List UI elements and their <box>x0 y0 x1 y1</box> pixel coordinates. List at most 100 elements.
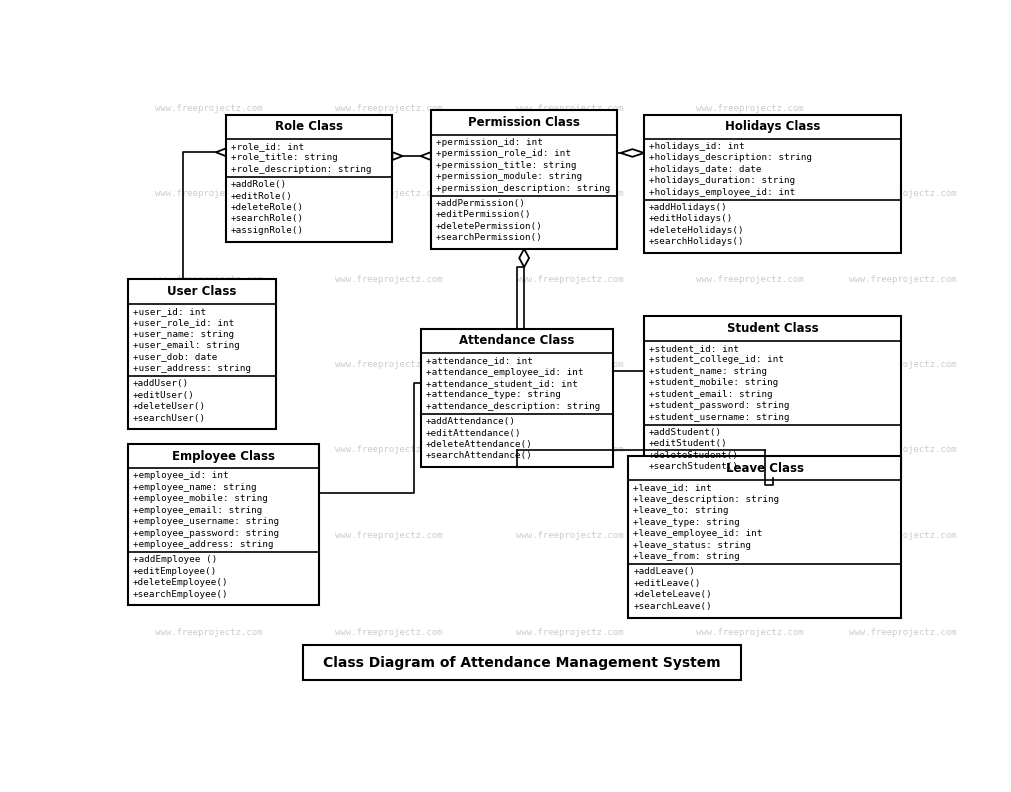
Text: +deletePermission(): +deletePermission() <box>435 222 542 230</box>
Text: +attendance_description: string: +attendance_description: string <box>426 402 600 411</box>
Text: +editPermission(): +editPermission() <box>435 210 531 219</box>
Text: +searchRole(): +searchRole() <box>231 215 303 223</box>
Text: +user_dob: date: +user_dob: date <box>132 352 217 361</box>
Text: +permission_title: string: +permission_title: string <box>435 161 575 169</box>
Text: www.freeprojectz.com: www.freeprojectz.com <box>848 189 955 198</box>
Text: +permission_role_id: int: +permission_role_id: int <box>435 149 570 158</box>
Text: +deleteStudent(): +deleteStudent() <box>648 451 738 459</box>
Text: +user_email: string: +user_email: string <box>132 341 240 350</box>
Text: +searchStudent(): +searchStudent() <box>648 463 738 471</box>
Text: +deleteRole(): +deleteRole() <box>231 203 303 212</box>
Text: +leave_to: string: +leave_to: string <box>633 506 728 516</box>
Text: www.freeprojectz.com: www.freeprojectz.com <box>516 104 623 113</box>
Text: www.freeprojectz.com: www.freeprojectz.com <box>336 360 443 369</box>
Text: +holidays_employee_id: int: +holidays_employee_id: int <box>648 188 795 197</box>
Text: +searchLeave(): +searchLeave() <box>633 602 711 611</box>
Text: www.freeprojectz.com: www.freeprojectz.com <box>516 275 623 284</box>
Text: +leave_type: string: +leave_type: string <box>633 518 739 527</box>
Bar <box>644 115 901 253</box>
Text: www.freeprojectz.com: www.freeprojectz.com <box>848 360 955 369</box>
Text: +editHolidays(): +editHolidays() <box>648 215 733 223</box>
Text: +addPermission(): +addPermission() <box>435 199 525 208</box>
Text: +holidays_description: string: +holidays_description: string <box>648 154 811 162</box>
Text: +searchUser(): +searchUser() <box>132 413 205 422</box>
Text: +holidays_date: date: +holidays_date: date <box>648 165 760 174</box>
Text: +searchHolidays(): +searchHolidays() <box>648 238 744 246</box>
Text: +user_role_id: int: +user_role_id: int <box>132 318 234 327</box>
Text: +role_id: int: +role_id: int <box>231 142 303 151</box>
Bar <box>225 115 392 242</box>
Text: www.freeprojectz.com: www.freeprojectz.com <box>155 531 262 540</box>
Text: +addStudent(): +addStudent() <box>648 428 721 436</box>
Text: +student_username: string: +student_username: string <box>648 413 789 421</box>
Bar <box>128 444 319 605</box>
Text: +permission_id: int: +permission_id: int <box>435 138 542 147</box>
Text: +searchAttendance(): +searchAttendance() <box>426 451 533 460</box>
Text: www.freeprojectz.com: www.freeprojectz.com <box>336 275 443 284</box>
Text: +role_description: string: +role_description: string <box>231 165 371 174</box>
Text: +user_address: string: +user_address: string <box>132 364 251 373</box>
Text: +deleteAttendance(): +deleteAttendance() <box>426 440 533 449</box>
Text: +employee_password: string: +employee_password: string <box>132 528 279 538</box>
Text: +student_college_id: int: +student_college_id: int <box>648 356 784 364</box>
Text: Leave Class: Leave Class <box>725 462 803 474</box>
Text: +role_title: string: +role_title: string <box>231 154 338 162</box>
Text: www.freeprojectz.com: www.freeprojectz.com <box>696 189 803 198</box>
Text: www.freeprojectz.com: www.freeprojectz.com <box>155 445 262 455</box>
Text: +permission_description: string: +permission_description: string <box>435 184 610 192</box>
Text: +leave_status: string: +leave_status: string <box>633 541 750 550</box>
Text: +deleteUser(): +deleteUser() <box>132 402 205 411</box>
Text: www.freeprojectz.com: www.freeprojectz.com <box>336 445 443 455</box>
Text: +holidays_duration: string: +holidays_duration: string <box>648 177 795 185</box>
Text: +addRole(): +addRole() <box>231 180 287 189</box>
Text: Class Diagram of Attendance Management System: Class Diagram of Attendance Management S… <box>323 656 720 670</box>
Text: www.freeprojectz.com: www.freeprojectz.com <box>848 275 955 284</box>
Text: www.freeprojectz.com: www.freeprojectz.com <box>696 531 803 540</box>
Text: +deleteEmployee(): +deleteEmployee() <box>132 578 228 587</box>
Text: www.freeprojectz.com: www.freeprojectz.com <box>696 360 803 369</box>
Text: www.freeprojectz.com: www.freeprojectz.com <box>516 360 623 369</box>
Text: www.freeprojectz.com: www.freeprojectz.com <box>848 531 955 540</box>
Text: Employee Class: Employee Class <box>172 450 275 463</box>
Text: Attendance Class: Attendance Class <box>459 334 574 348</box>
Text: +student_mobile: string: +student_mobile: string <box>648 379 777 387</box>
Text: +attendance_employee_id: int: +attendance_employee_id: int <box>426 367 583 376</box>
Text: +user_name: string: +user_name: string <box>132 329 234 339</box>
Text: Holidays Class: Holidays Class <box>724 120 820 133</box>
Text: +employee_id: int: +employee_id: int <box>132 471 228 480</box>
Text: www.freeprojectz.com: www.freeprojectz.com <box>516 531 623 540</box>
Text: www.freeprojectz.com: www.freeprojectz.com <box>155 628 262 638</box>
Text: +employee_username: string: +employee_username: string <box>132 517 279 526</box>
Text: +leave_description: string: +leave_description: string <box>633 495 778 504</box>
Text: www.freeprojectz.com: www.freeprojectz.com <box>696 275 803 284</box>
Text: User Class: User Class <box>167 285 237 298</box>
Text: www.freeprojectz.com: www.freeprojectz.com <box>848 445 955 455</box>
Text: +addLeave(): +addLeave() <box>633 567 695 577</box>
Bar <box>628 456 901 618</box>
Bar <box>421 329 613 467</box>
Text: +student_id: int: +student_id: int <box>648 344 738 353</box>
Text: +editStudent(): +editStudent() <box>648 440 727 448</box>
Text: www.freeprojectz.com: www.freeprojectz.com <box>155 360 262 369</box>
Text: www.freeprojectz.com: www.freeprojectz.com <box>516 628 623 638</box>
Text: Permission Class: Permission Class <box>468 116 579 129</box>
Text: +editEmployee(): +editEmployee() <box>132 567 217 576</box>
Text: www.freeprojectz.com: www.freeprojectz.com <box>336 628 443 638</box>
Text: +student_email: string: +student_email: string <box>648 390 771 398</box>
Text: +employee_mobile: string: +employee_mobile: string <box>132 494 268 503</box>
Text: +addEmployee (): +addEmployee () <box>132 555 217 564</box>
Text: +addAttendance(): +addAttendance() <box>426 417 516 426</box>
Text: +student_name: string: +student_name: string <box>648 367 766 375</box>
Bar <box>431 110 617 249</box>
Text: www.freeprojectz.com: www.freeprojectz.com <box>848 628 955 638</box>
Text: +addHolidays(): +addHolidays() <box>648 203 727 212</box>
Text: +leave_employee_id: int: +leave_employee_id: int <box>633 529 761 539</box>
Text: +user_id: int: +user_id: int <box>132 307 205 316</box>
Text: www.freeprojectz.com: www.freeprojectz.com <box>336 104 443 113</box>
Text: +employee_email: string: +employee_email: string <box>132 506 262 515</box>
Text: +deleteHolidays(): +deleteHolidays() <box>648 226 744 235</box>
Text: +searchPermission(): +searchPermission() <box>435 233 542 242</box>
Text: +leave_id: int: +leave_id: int <box>633 484 711 493</box>
Text: +deleteLeave(): +deleteLeave() <box>633 590 711 600</box>
Text: +leave_from: string: +leave_from: string <box>633 552 739 562</box>
